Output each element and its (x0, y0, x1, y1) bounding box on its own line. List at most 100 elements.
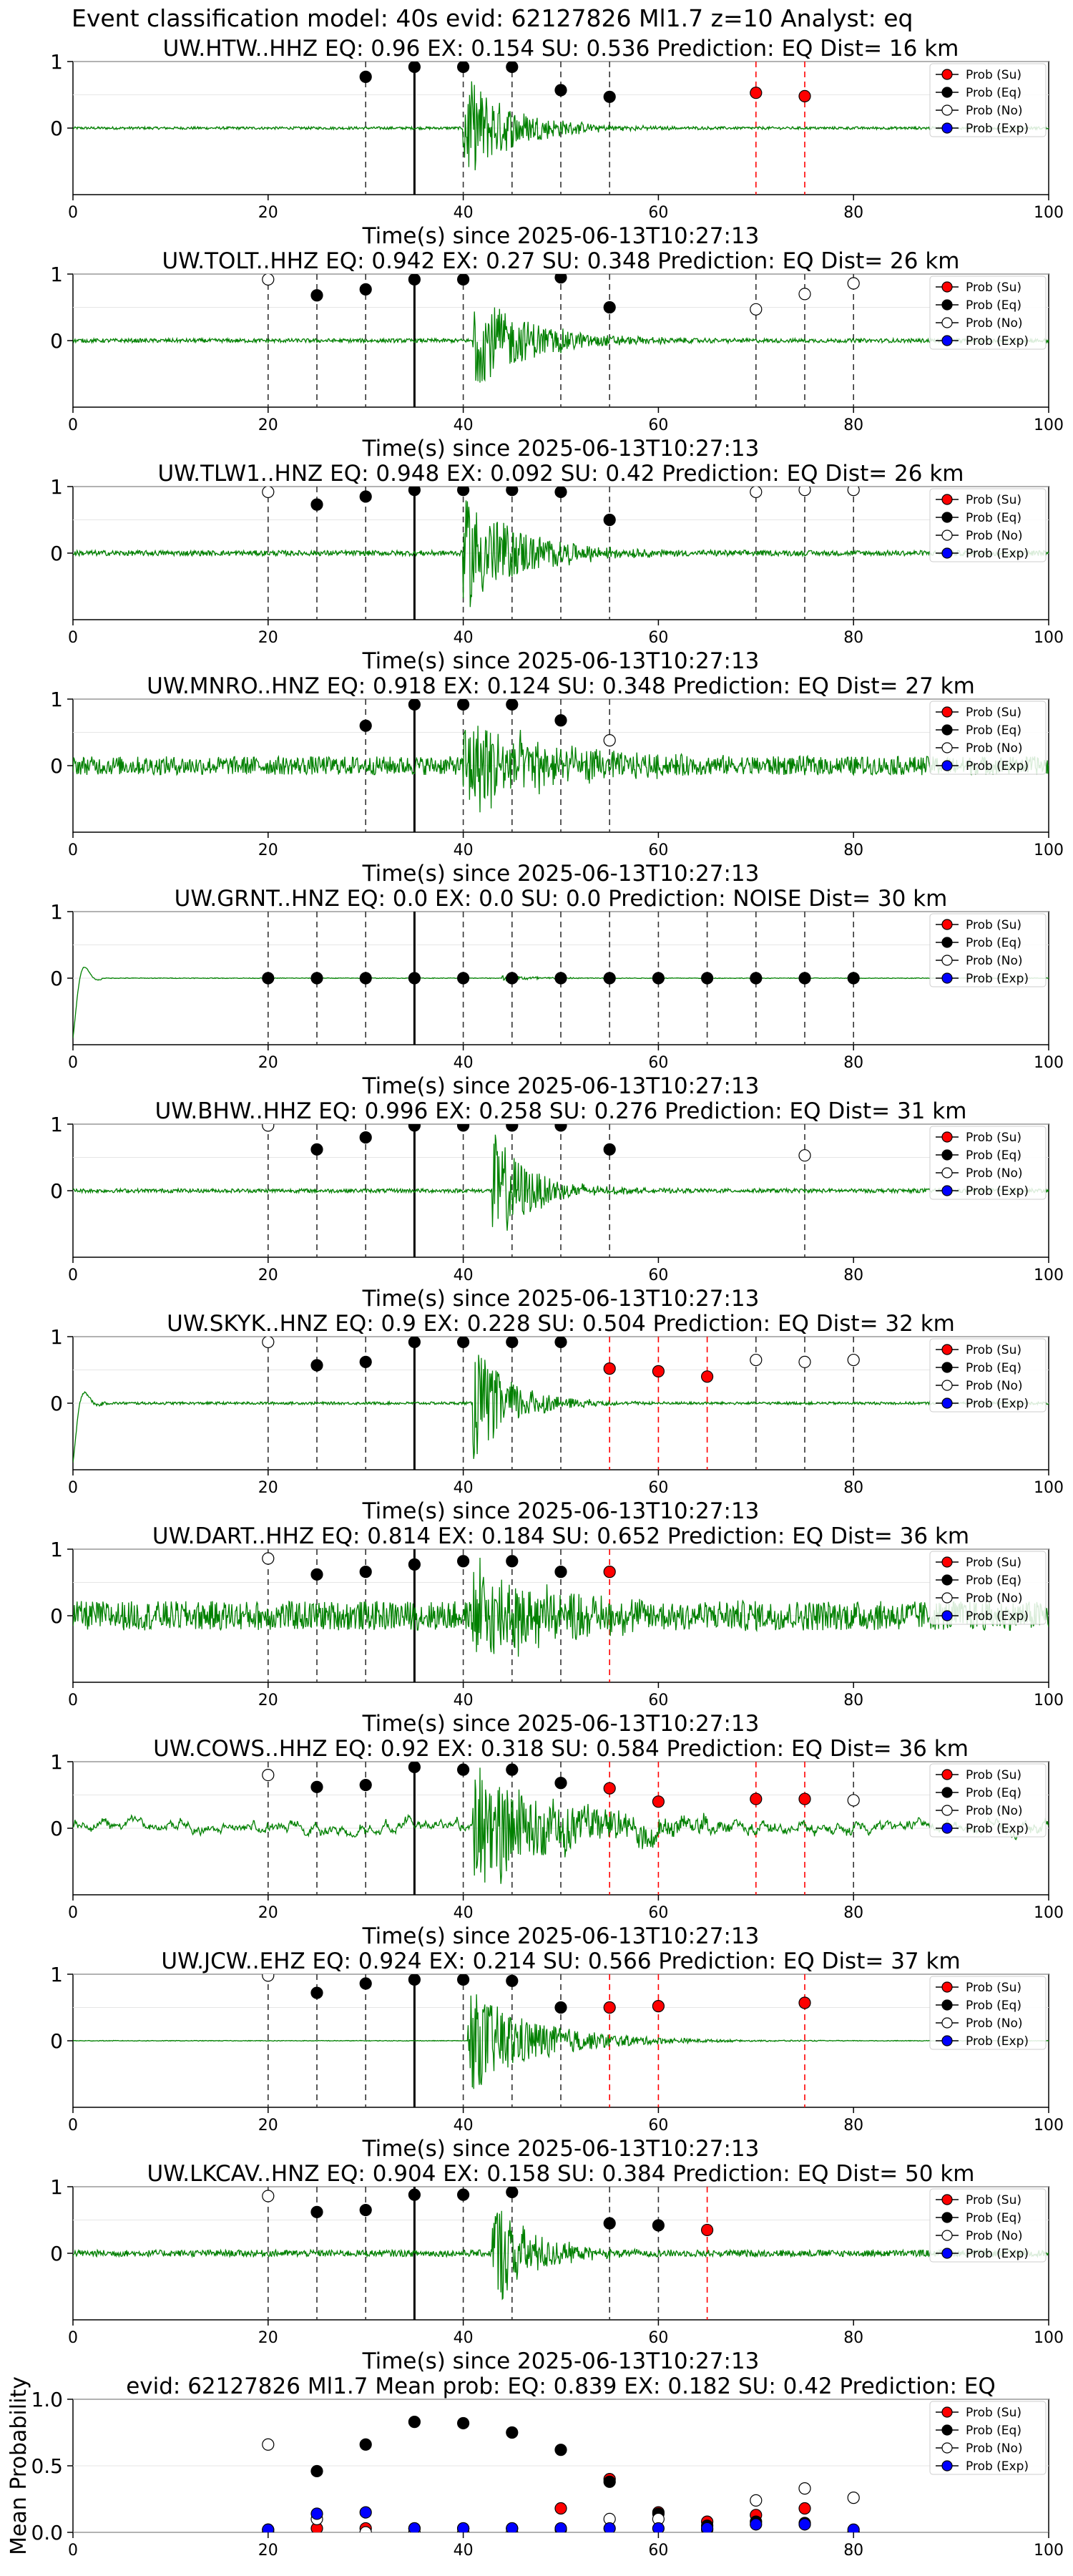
legend-entry: Prob (Exp) (966, 972, 1029, 986)
x-tick-label: 20 (258, 204, 278, 222)
legend-marker (941, 69, 953, 80)
prob-marker-eq (359, 1778, 372, 1792)
prob-marker-no (262, 1974, 275, 1982)
prob-marker-eq (554, 714, 567, 727)
mean-marker-exp (457, 2522, 470, 2532)
y-tick-label: 0 (50, 542, 63, 565)
x-tick-label: 0 (68, 1054, 78, 1072)
prob-marker-eq (310, 1986, 323, 1999)
x-tick-label: 100 (1034, 1479, 1064, 1497)
x-axis-label: Time(s) since 2025-06-13T10:27:13 (362, 1286, 760, 1312)
mean-marker-no (750, 2494, 763, 2507)
prob-marker-no (798, 487, 811, 497)
prob-marker-eq (506, 1555, 519, 1568)
mean-marker-exp (262, 2523, 275, 2532)
mean-marker-su (798, 2502, 811, 2515)
x-tick-label: 60 (648, 1479, 668, 1497)
prob-marker-eq (554, 84, 567, 97)
station-panel: UW.DART..HHZ EQ: 0.814 EX: 0.184 SU: 0.6… (50, 1523, 1064, 1737)
panel-title: UW.HTW..HHZ EQ: 0.96 EX: 0.154 SU: 0.536… (163, 36, 959, 62)
x-tick-label: 80 (843, 204, 863, 222)
prob-marker-eq (408, 487, 421, 497)
x-tick-label: 20 (258, 1904, 278, 1922)
x-axis-label: Time(s) since 2025-06-13T10:27:13 (362, 223, 760, 249)
prob-marker-eq (456, 1555, 470, 1568)
prob-marker-eq (554, 972, 567, 985)
x-tick-label: 80 (843, 1692, 863, 1709)
x-tick-label: 40 (454, 841, 474, 859)
prob-marker-eq (506, 972, 519, 985)
prob-marker-eq (506, 699, 519, 711)
mean-marker-eq (506, 2426, 519, 2439)
y-axis-label: Mean Probability (6, 2376, 31, 2555)
legend-entry: Prob (Exp) (966, 1609, 1029, 1624)
waveform-trace (73, 307, 1049, 383)
legend-entry: Prob (Eq) (966, 298, 1021, 313)
mean-marker-exp (310, 2507, 323, 2520)
panel-title: UW.SKYK..HNZ EQ: 0.9 EX: 0.228 SU: 0.504… (167, 1311, 955, 1337)
y-tick-label: 1 (50, 1963, 63, 1986)
legend-entry: Prob (Su) (966, 1556, 1021, 1570)
prob-marker-eq (847, 972, 860, 985)
prob-marker-eq (456, 972, 470, 985)
legend-marker (941, 2194, 953, 2205)
panel-title: UW.JCW..EHZ EQ: 0.924 EX: 0.214 SU: 0.56… (161, 1948, 960, 1974)
y-tick-label: 1 (50, 50, 63, 74)
x-axis-label: Time(s) since 2025-06-13T10:27:13 (362, 436, 760, 462)
legend-entry: Prob (Eq) (966, 2424, 1021, 2438)
prob-marker-eq (408, 62, 421, 74)
mean-marker-exp (750, 2518, 763, 2531)
y-tick-label: 0 (50, 967, 63, 990)
station-panel: UW.COWS..HHZ EQ: 0.92 EX: 0.318 SU: 0.58… (50, 1736, 1064, 1949)
legend-marker (941, 2212, 953, 2223)
legend-entry: Prob (No) (966, 316, 1023, 331)
x-tick-label: 0 (68, 629, 78, 647)
plot-area (73, 1762, 1049, 1895)
x-tick-label: 0 (68, 1267, 78, 1284)
prob-marker-su (603, 2001, 616, 2014)
mean-marker-exp (847, 2523, 860, 2532)
x-tick-label: 0 (68, 1904, 78, 1922)
x-axis-label: Time(s) since 2025-06-13T10:27:13 (362, 2136, 760, 2162)
prob-marker-su (750, 87, 763, 99)
prob-marker-no (262, 487, 275, 499)
legend-marker (941, 1610, 953, 1621)
legend-marker (941, 2406, 953, 2418)
legend-entry: Prob (Su) (966, 918, 1021, 932)
station-panel: UW.MNRO..HNZ EQ: 0.918 EX: 0.124 SU: 0.3… (50, 673, 1064, 887)
legend-box (929, 1126, 1047, 1200)
prob-marker-eq (506, 1124, 519, 1132)
legend-marker (941, 104, 953, 116)
legend-box (929, 1338, 1047, 1413)
prob-marker-eq (310, 972, 323, 985)
waveform-trace (73, 81, 1049, 170)
y-tick-label: 1 (50, 688, 63, 711)
station-panel: evid: 62127826 Ml1.7 Mean prob: EQ: 0.83… (6, 2373, 1064, 2560)
legend-entry: Prob (Exp) (966, 1397, 1029, 1411)
legend-box (929, 2188, 1047, 2263)
x-tick-label: 60 (648, 1904, 668, 1922)
y-tick-label: 0 (50, 329, 63, 353)
prob-marker-no (262, 1552, 275, 1565)
prob-marker-eq (310, 2205, 323, 2218)
mean-marker-no (359, 2526, 372, 2532)
x-tick-label: 80 (843, 2542, 863, 2560)
legend-entry: Prob (No) (966, 529, 1023, 543)
prob-marker-eq (310, 1143, 323, 1156)
x-tick-label: 20 (258, 2117, 278, 2135)
x-tick-label: 100 (1034, 629, 1064, 647)
x-tick-label: 20 (258, 2329, 278, 2347)
plot-area (73, 1124, 1049, 1257)
panel-title: UW.LKCAV..HNZ EQ: 0.904 EX: 0.158 SU: 0.… (147, 2161, 974, 2187)
legend-entry: Prob (Eq) (966, 723, 1021, 738)
x-tick-label: 100 (1034, 2542, 1064, 2560)
prob-marker-eq (554, 2001, 567, 2014)
prob-marker-eq (457, 274, 470, 286)
legend-entry: Prob (Eq) (966, 936, 1021, 950)
y-tick-label: 0 (50, 117, 63, 140)
prob-marker-su (798, 89, 811, 102)
legend-marker (941, 1805, 953, 1816)
mean-marker-exp (798, 2518, 811, 2531)
mean-marker-no (262, 2438, 275, 2451)
prob-marker-no (262, 274, 275, 286)
